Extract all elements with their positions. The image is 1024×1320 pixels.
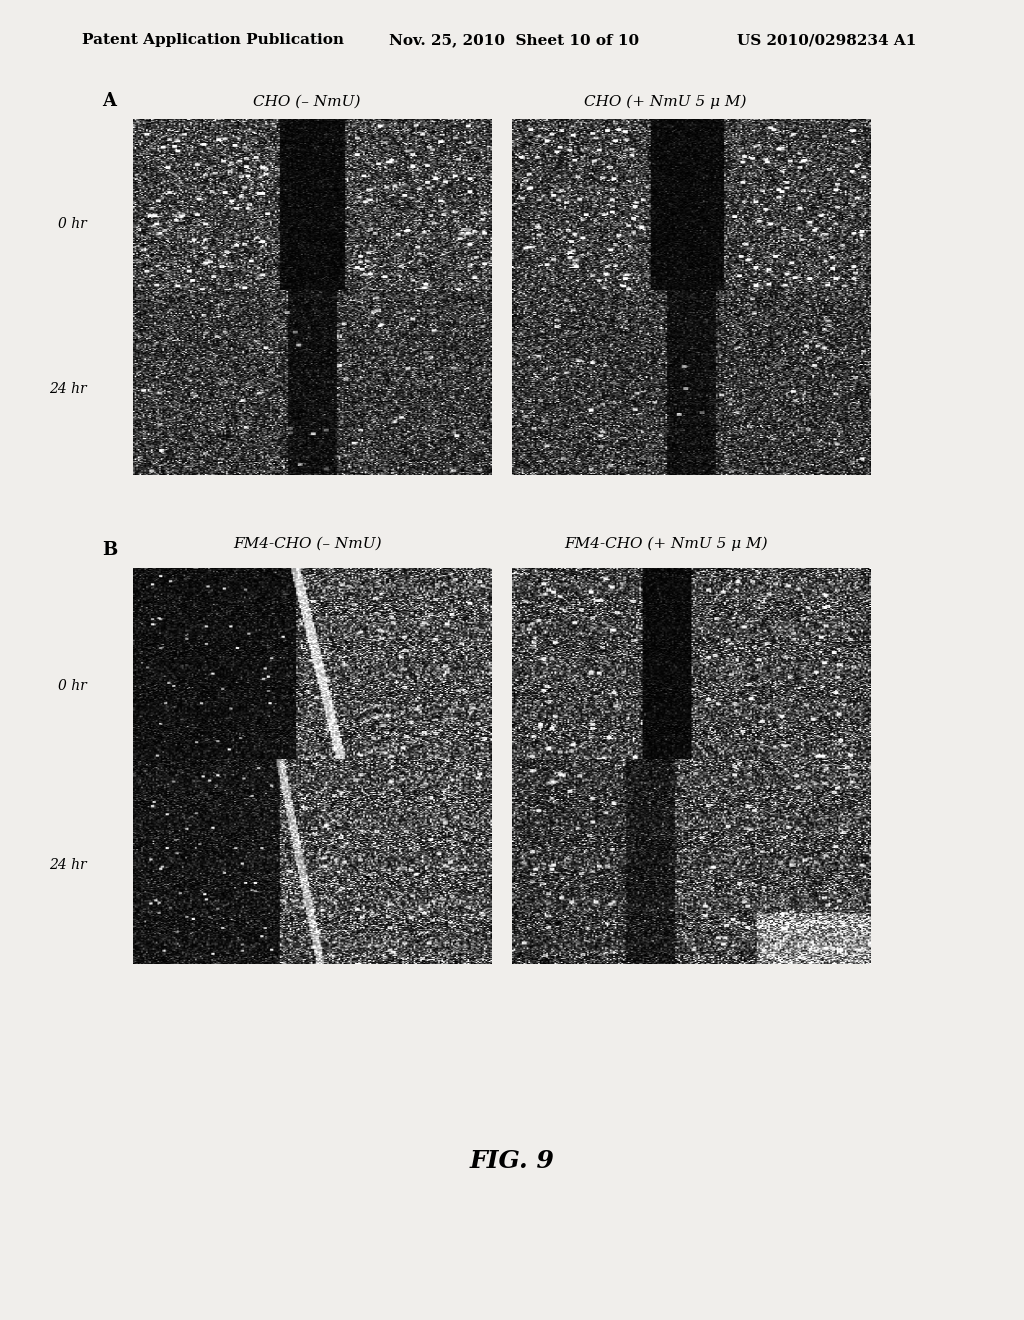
- Text: FM4-CHO (+ NmU 5 μ M): FM4-CHO (+ NmU 5 μ M): [564, 536, 767, 550]
- Text: US 2010/0298234 A1: US 2010/0298234 A1: [737, 33, 916, 48]
- Text: FIG. 9: FIG. 9: [470, 1150, 554, 1173]
- Text: Patent Application Publication: Patent Application Publication: [82, 33, 344, 48]
- Text: 24 hr: 24 hr: [49, 858, 87, 871]
- Text: 0 hr: 0 hr: [58, 680, 87, 693]
- Text: CHO (+ NmU 5 μ M): CHO (+ NmU 5 μ M): [585, 94, 746, 108]
- Text: 24 hr: 24 hr: [49, 383, 87, 396]
- Text: Nov. 25, 2010  Sheet 10 of 10: Nov. 25, 2010 Sheet 10 of 10: [389, 33, 639, 48]
- Text: FM4-CHO (– NmU): FM4-CHO (– NmU): [232, 537, 382, 550]
- Text: CHO (– NmU): CHO (– NmU): [254, 95, 360, 108]
- Text: A: A: [102, 92, 117, 111]
- Text: B: B: [102, 541, 118, 560]
- Text: 0 hr: 0 hr: [58, 218, 87, 231]
